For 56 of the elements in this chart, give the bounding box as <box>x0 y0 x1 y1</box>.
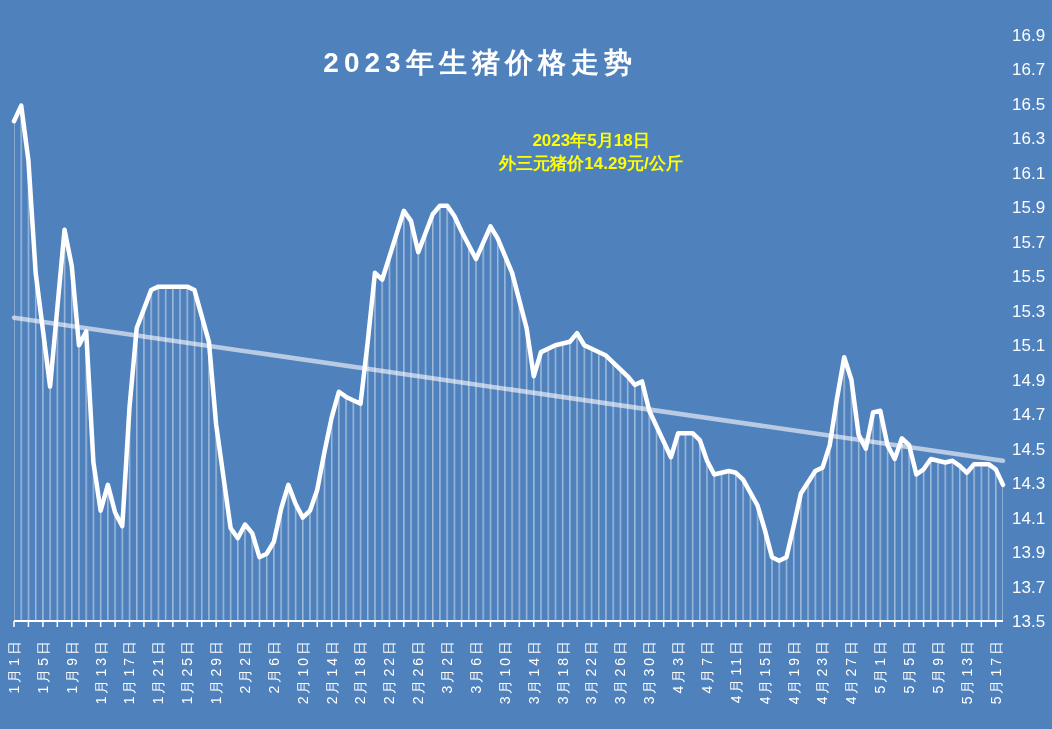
y-tick-label: 13.7 <box>1012 577 1046 597</box>
x-tick-label: 3月14日 <box>525 638 542 705</box>
x-tick-label: 4月27日 <box>843 638 860 705</box>
chart-title: 2023年生猪价格走势 <box>323 47 637 78</box>
y-tick-label: 15.9 <box>1012 198 1046 218</box>
x-tick-label: 2月2日 <box>236 638 253 694</box>
x-tick-label: 4月3日 <box>670 638 687 694</box>
x-tick-label: 2月26日 <box>410 638 427 705</box>
y-tick-label: 16.7 <box>1012 60 1046 80</box>
y-tick-label: 16.3 <box>1012 129 1046 149</box>
x-tick-label: 1月13日 <box>92 638 109 705</box>
x-tick-label: 2月18日 <box>352 638 369 705</box>
x-tick-label: 5月9日 <box>929 638 946 694</box>
annotation: 外三元猪价14.29元/公斤 <box>498 154 683 173</box>
y-tick-label: 13.9 <box>1012 543 1046 563</box>
x-tick-label: 5月5日 <box>901 638 918 694</box>
x-tick-label: 5月17日 <box>987 638 1004 705</box>
x-tick-label: 2月6日 <box>265 638 282 694</box>
y-tick-label: 14.5 <box>1012 439 1046 459</box>
x-tick-label: 3月30日 <box>641 638 658 705</box>
y-tick-label: 13.5 <box>1012 612 1046 631</box>
annotation: 2023年5月18日 <box>532 131 650 150</box>
y-tick-label: 15.3 <box>1012 301 1046 321</box>
x-tick-label: 2月22日 <box>381 638 398 705</box>
y-tick-label: 15.7 <box>1012 232 1046 252</box>
x-tick-label: 5月13日 <box>958 638 975 705</box>
x-tick-label: 1月21日 <box>150 638 167 705</box>
x-tick-label: 3月6日 <box>467 638 484 694</box>
y-tick-label: 14.1 <box>1012 508 1046 528</box>
x-tick-label: 4月7日 <box>698 638 715 694</box>
x-tick-label: 3月10日 <box>496 638 513 705</box>
x-tick-label: 3月22日 <box>583 638 600 705</box>
y-tick-label: 14.9 <box>1012 370 1046 390</box>
x-tick-label: 1月29日 <box>208 638 225 705</box>
y-tick-label: 15.5 <box>1012 267 1046 287</box>
x-tick-label: 4月11日 <box>727 638 744 704</box>
y-tick-label: 16.5 <box>1012 94 1046 114</box>
x-tick-label: 4月19日 <box>785 638 802 705</box>
x-tick-label: 3月26日 <box>612 638 629 705</box>
x-tick-label: 1月1日 <box>5 638 22 694</box>
x-tick-label: 3月18日 <box>554 638 571 705</box>
y-tick-label: 14.3 <box>1012 474 1046 494</box>
x-tick-label: 4月15日 <box>756 638 773 705</box>
x-tick-label: 1月9日 <box>63 638 80 694</box>
x-tick-label: 1月17日 <box>121 638 138 705</box>
y-tick-label: 15.1 <box>1012 336 1046 356</box>
x-tick-label: 2月14日 <box>323 638 340 705</box>
y-tick-label: 16.1 <box>1012 163 1046 183</box>
x-tick-label: 1月5日 <box>34 638 51 694</box>
x-tick-label: 3月2日 <box>439 638 456 694</box>
x-tick-label: 2月10日 <box>294 638 311 705</box>
x-tick-label: 4月23日 <box>814 638 831 705</box>
y-tick-label: 14.7 <box>1012 405 1046 425</box>
y-tick-label: 16.9 <box>1012 26 1046 45</box>
x-tick-label: 1月25日 <box>179 638 196 705</box>
x-tick-label: 5月1日 <box>872 638 889 694</box>
